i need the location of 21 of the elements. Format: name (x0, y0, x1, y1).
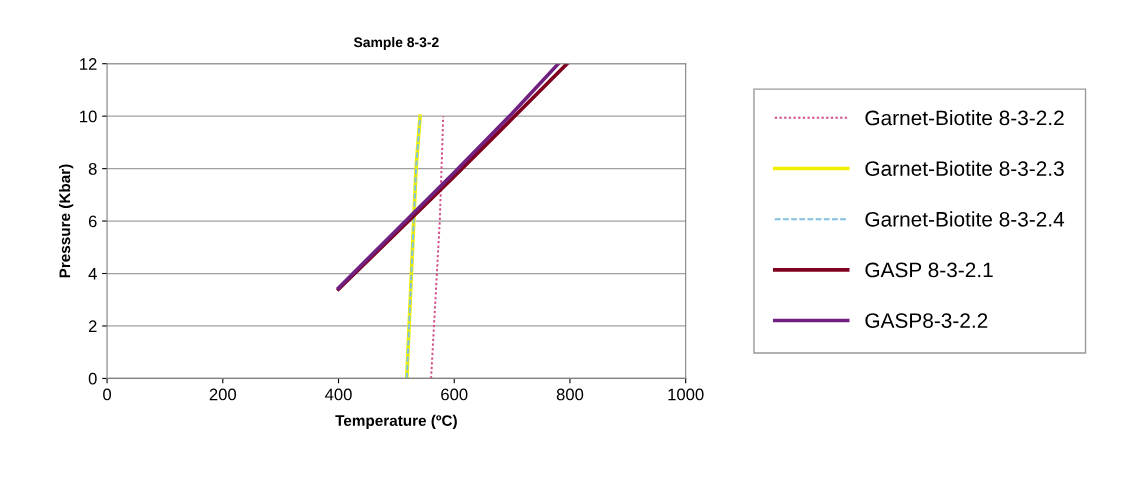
y-tick-label: 0 (88, 372, 97, 385)
x-tick-label: 0 (103, 388, 112, 401)
x-tick-label: 400 (324, 388, 352, 401)
legend-label: Garnet-Biotite 8-3-2.4 (865, 211, 1065, 227)
y-tick-label: 6 (88, 215, 97, 228)
legend-label: GASP8-3-2.2 (865, 313, 988, 328)
y-tick-label: 10 (80, 110, 97, 123)
legend-label: Garnet-Biotite 8-3-2.3 (865, 160, 1064, 176)
x-tick-label: 200 (209, 388, 237, 401)
y-tick-label: 12 (80, 58, 97, 70)
y-axis-title: Pressure (Kbar) (59, 164, 74, 278)
legend-label: GASP 8-3-2.1 (865, 262, 993, 278)
legend-label: Garnet-Biotite 8-3-2.2 (865, 110, 1064, 126)
y-tick-label: 8 (88, 163, 97, 175)
x-tick-label: 800 (556, 388, 584, 401)
chart-title: Sample 8-3-2 (353, 36, 439, 50)
x-tick-label: 600 (441, 388, 468, 401)
x-tick-label: 1000 (668, 388, 704, 401)
y-tick-label: 4 (88, 268, 97, 280)
y-tick-label: 2 (88, 320, 97, 332)
x-axis-title: Temperature (ºC) (335, 414, 457, 430)
